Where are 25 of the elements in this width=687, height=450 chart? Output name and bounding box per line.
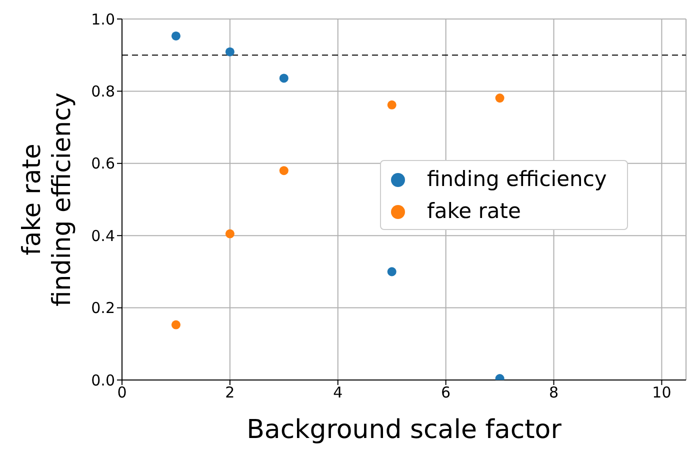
y-tick-label: 0.8 (91, 82, 115, 101)
point (171, 31, 180, 40)
x-tick-label: 8 (548, 384, 559, 402)
point (495, 94, 504, 103)
x-tick-label: 0 (117, 384, 127, 402)
point (387, 267, 396, 276)
y-tick-label: 0.6 (91, 154, 115, 173)
point (387, 100, 396, 110)
legend-label: finding efficiency (427, 167, 607, 191)
x-tick-label: 2 (225, 384, 235, 402)
y-tick-label: 0.2 (91, 299, 115, 318)
point (279, 166, 288, 176)
point (225, 229, 234, 238)
point (225, 47, 234, 56)
y-tick-label: 0.0 (91, 371, 115, 390)
point (171, 320, 180, 330)
x-tick-label: 6 (441, 384, 451, 402)
x-tick-label: 4 (333, 384, 343, 402)
y-axis-title: fake rate finding efficiency (17, 92, 76, 307)
legend-label: fake rate (427, 199, 521, 223)
x-tick-label: 10 (652, 384, 672, 402)
x-axis-title: Background scale factor (246, 415, 562, 445)
y-tick-label: 0.4 (91, 226, 115, 245)
point (279, 74, 288, 83)
y-tick-label: 1.0 (91, 10, 115, 28)
